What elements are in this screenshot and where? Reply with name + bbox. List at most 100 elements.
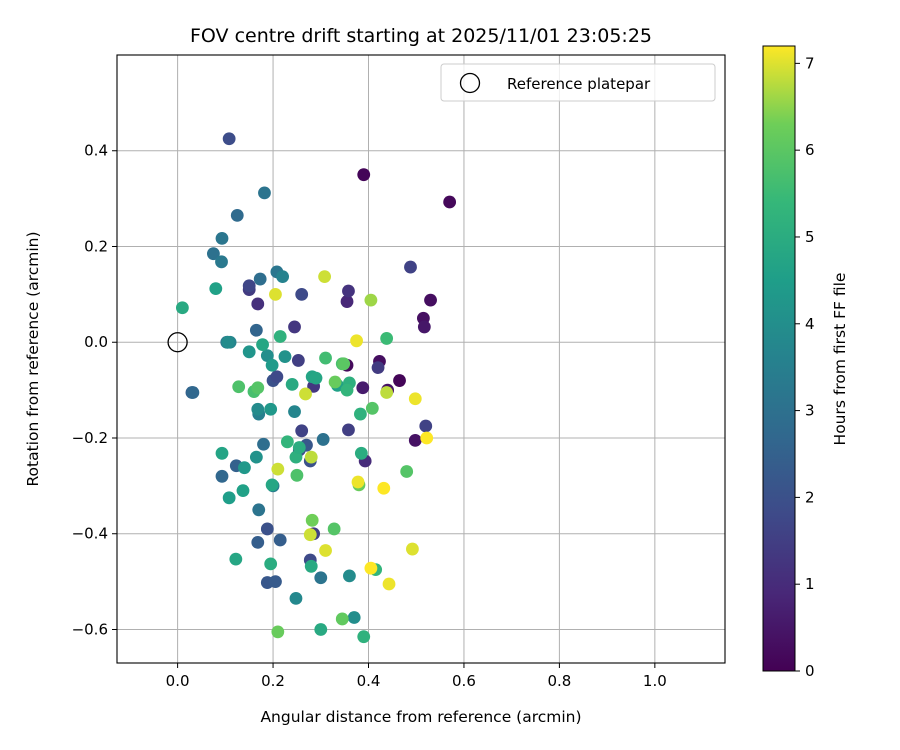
colorbar-tick-label: 6 [805,141,815,159]
data-point [264,557,278,571]
data-point [269,575,282,589]
data-point [347,611,361,624]
data-point [265,478,279,492]
data-point [343,569,356,583]
y-tick-label: 0.2 [84,237,108,255]
data-point [420,431,434,445]
data-point [356,381,370,395]
data-point [408,392,422,406]
data-point [252,503,266,517]
data-point [242,345,256,359]
data-point [304,559,318,573]
data-point [288,405,301,419]
data-point [309,371,323,385]
data-point [215,255,228,269]
data-point [222,491,236,505]
data-point [365,401,379,415]
data-point [260,522,274,536]
data-point [276,270,290,284]
data-point [271,462,285,476]
data-point [290,468,304,482]
x-axis-label: Angular distance from reference (arcmin) [260,708,581,726]
data-point [303,528,317,542]
data-point [342,423,355,437]
data-point [305,513,319,527]
data-point [327,522,341,536]
reference-platepar-marker [167,332,188,353]
data-point [238,461,251,475]
data-point [393,374,406,387]
data-point [351,475,365,489]
data-point [316,433,330,446]
data-point [253,272,267,286]
data-point [251,297,265,311]
legend-label-reference: Reference platepar [507,75,651,93]
data-point [251,381,265,395]
data-point [408,433,422,447]
data-point [221,335,235,349]
data-point [404,260,417,274]
data-point [295,287,309,301]
colorbar-tick-label: 7 [805,54,815,72]
data-point [314,571,328,585]
data-point [304,450,318,464]
colorbar-tick-label: 1 [805,575,815,593]
data-point [232,380,246,394]
data-point [364,561,378,575]
data-point [260,349,274,363]
data-point [269,287,282,301]
data-point [209,282,223,296]
data-point [364,293,378,307]
y-tick-label: −0.6 [72,620,108,638]
data-point [443,195,457,209]
y-tick-label: 0.0 [84,333,108,351]
data-point [288,320,301,334]
colorbar-tick-label: 2 [805,488,815,506]
data-point [292,441,306,454]
data-point [280,435,294,449]
data-point [257,437,270,451]
data-point [340,295,354,308]
data-point [264,402,278,416]
data-point [236,484,250,498]
x-tick-label: 0.0 [166,672,190,690]
data-point [291,354,305,367]
data-point [314,623,328,636]
legend-box [440,63,716,102]
data-point [186,386,200,399]
plot-frame [116,54,726,664]
data-point [357,168,371,182]
data-point [271,625,285,639]
legend: Reference platepar [440,63,716,102]
data-point [382,577,396,591]
data-point [380,332,394,345]
data-point [318,270,331,284]
y-tick-label: −0.2 [72,429,108,447]
data-point [251,535,265,549]
data-point [215,469,229,483]
data-point [406,542,419,556]
data-point [242,279,256,293]
data-point [400,465,414,478]
data-point [273,533,287,547]
data-point [380,386,394,399]
colorbar-gradient [763,46,795,671]
data-point [319,544,332,557]
data-point [230,208,244,222]
data-point [328,375,342,389]
x-tick-label: 0.6 [452,672,476,690]
chart-title: FOV centre drift starting at 2025/11/01 … [190,25,652,47]
colorbar-tick-label: 5 [805,228,815,246]
data-point [353,407,367,421]
data-point [249,450,263,464]
data-point [371,361,385,375]
y-tick-label: −0.4 [72,525,108,543]
data-point [285,377,299,391]
data-point [222,132,236,146]
data-point [270,370,284,384]
data-point [357,630,371,644]
data-point [354,446,368,460]
data-point [229,552,243,566]
data-point [249,323,263,337]
